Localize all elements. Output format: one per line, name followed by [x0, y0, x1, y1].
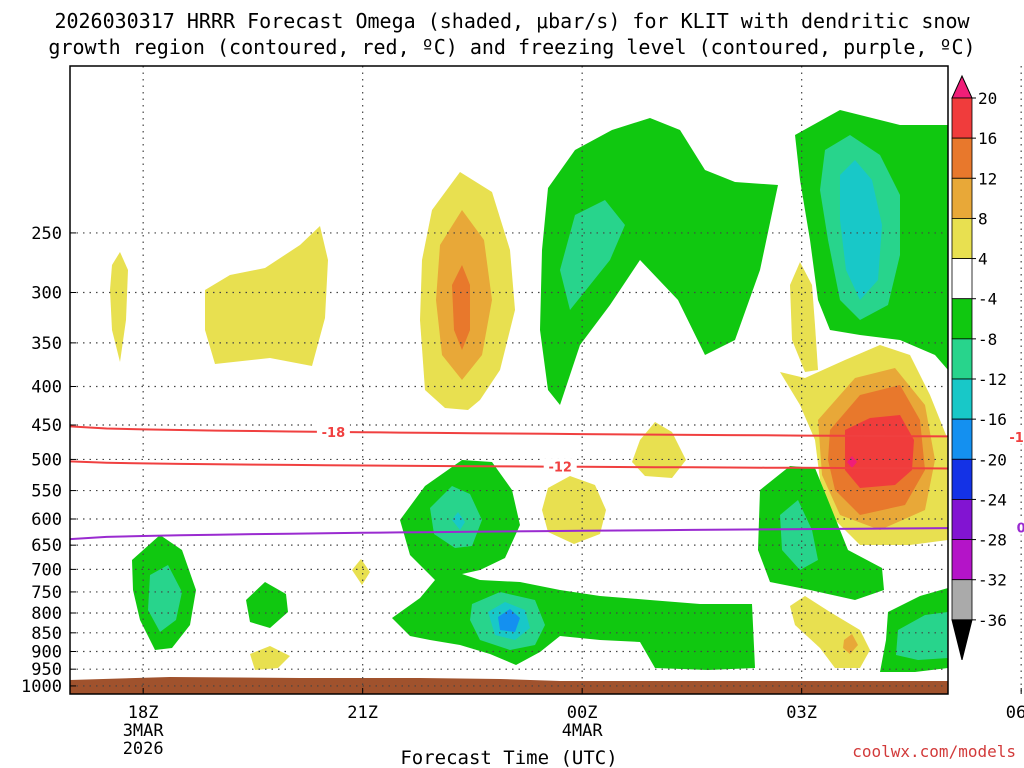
y-tick-label: 900 [31, 643, 62, 663]
y-tick-label: 300 [31, 284, 62, 304]
omega-region-negative-02z-low-core [498, 609, 520, 632]
y-tick-label: 700 [31, 560, 62, 580]
omega-region-positive-05z [632, 422, 686, 478]
colorbar-tick-label: 4 [978, 250, 988, 269]
y-tick-label: 550 [31, 482, 62, 502]
colorbar-tick-label: 12 [978, 169, 997, 188]
omega-region-negative-upper-core [560, 200, 625, 310]
x-tick-year: 2026 [123, 739, 164, 759]
colorbar-top-arrow [951, 74, 973, 99]
y-axis: 2503003504004505005506006507007508008509… [21, 224, 76, 697]
omega-region-positive-01z-core [452, 265, 470, 350]
credit-text: coolwx.com/models [852, 742, 1016, 761]
omega-region-positive-09z-core [845, 415, 914, 488]
omega-region-negative-19z-core [148, 565, 182, 632]
omega-shading [110, 110, 948, 672]
x-axis: 18Z3MAR202621Z00Z4MAR03Z06Z09Z [123, 688, 1024, 759]
colorbar-tick-label: -32 [978, 571, 1007, 590]
x-tick-label: 18Z [128, 703, 159, 723]
dgz-bottom-contour-line [69, 460, 949, 470]
colorbar-bin [951, 97, 973, 139]
dgz-top-contour-label-bg [1004, 428, 1024, 444]
colorbar-bin [951, 258, 973, 300]
x-tick-label: 21Z [347, 703, 378, 723]
y-tick-label: 600 [31, 510, 62, 530]
contour-lines: -18-18-12-120 [69, 423, 1024, 541]
dgz-top-contour-line [69, 425, 949, 438]
omega-region-negative-21z [246, 582, 288, 628]
plot-frame [69, 65, 949, 695]
y-tick-label: 950 [31, 660, 62, 680]
omega-region-negative-upper-right-core [840, 160, 882, 300]
omega-region-negative-upper [540, 118, 778, 405]
x-axis-title: Forecast Time (UTC) [400, 747, 617, 768]
dgz-top-contour-label-bg [316, 423, 350, 439]
colorbar: 20 16 12 8 4 -4 -8 -12 -16 -20 -24 -28 -32 -36 [951, 74, 1007, 660]
dgz-bottom-contour-label-bg [543, 458, 577, 474]
y-tick-label: 400 [31, 378, 62, 398]
colorbar-tick-label: -8 [978, 330, 997, 349]
colorbar-bin [951, 539, 973, 581]
y-tick-label: 850 [31, 624, 62, 644]
chart-title-line1: 2026030317 HRRR Forecast Omega (shaded, … [54, 9, 970, 33]
dgz-bottom-contour-label: -12 [548, 461, 572, 476]
omega-region-negative-08z [758, 466, 884, 600]
colorbar-bin [951, 137, 973, 179]
omega-region-positive-21z [205, 226, 328, 366]
colorbar-tick-label: -16 [978, 410, 1007, 429]
colorbar-bin [951, 579, 973, 621]
colorbar-bin [951, 298, 973, 340]
colorbar-tick-label: 16 [978, 129, 997, 148]
colorbar-bottom-arrow [951, 619, 973, 660]
colorbar-tick-label: -12 [978, 370, 1007, 389]
omega-region-positive-small-2230z [352, 559, 370, 585]
y-tick-label: 350 [31, 334, 62, 354]
colorbar-bin [951, 338, 973, 380]
x-tick-label: 03Z [786, 703, 817, 723]
colorbar-bin [951, 499, 973, 540]
colorbar-tick-label: -28 [978, 531, 1007, 550]
colorbar-bin [951, 418, 973, 460]
colorbar-tick-label: 20 [978, 89, 997, 108]
omega-region-positive-03z [542, 476, 606, 544]
colorbar-tick-label: -36 [978, 611, 1007, 630]
colorbar-bin [951, 177, 973, 219]
y-tick-label: 450 [31, 416, 62, 436]
y-tick-label: 750 [31, 583, 62, 603]
ground-terrain [70, 677, 948, 694]
freezing-level-contour-line [69, 527, 949, 541]
colorbar-bin [951, 218, 973, 259]
freezing-level-contour-label-bg [1013, 519, 1024, 535]
omega-region-negative-0130z-upper-peak [452, 512, 465, 530]
x-tick-label: 06Z [1006, 703, 1024, 723]
x-tick-label: 00Z [567, 703, 598, 723]
colorbar-tick-label: -24 [978, 490, 1007, 509]
freezing-level-contour-label: 0 [1017, 522, 1024, 537]
colorbar-bin [951, 458, 973, 500]
colorbar-tick-label: 8 [978, 209, 988, 228]
omega-region-positive-08z-low-core [843, 634, 858, 654]
dgz-top-contour-label: -18 [1009, 431, 1024, 446]
x-gridlines [142, 66, 1022, 694]
x-tick-date: 3MAR [123, 721, 165, 741]
colorbar-tick-label: -4 [978, 290, 997, 309]
y-tick-label: 650 [31, 536, 62, 556]
colorbar-bin [951, 378, 973, 420]
dgz-top-contour-label: -18 [322, 426, 346, 441]
omega-region-positive-small-left [110, 252, 128, 362]
omega-region-positive-08z-column [790, 262, 818, 372]
omega-region-negative-10z-low-core [896, 612, 948, 660]
x-tick-date: 4MAR [562, 721, 604, 741]
y-tick-label: 800 [31, 604, 62, 624]
colorbar-tick-label: -20 [978, 450, 1007, 469]
y-tick-label: 1000 [21, 677, 62, 697]
omega-region-positive-09z-peak [847, 456, 857, 468]
y-tick-label: 250 [31, 224, 62, 244]
y-tick-label: 500 [31, 450, 62, 470]
omega-region-negative-08z-core [780, 500, 818, 570]
chart-title-line2: growth region (contoured, red, ºC) and f… [48, 35, 975, 59]
